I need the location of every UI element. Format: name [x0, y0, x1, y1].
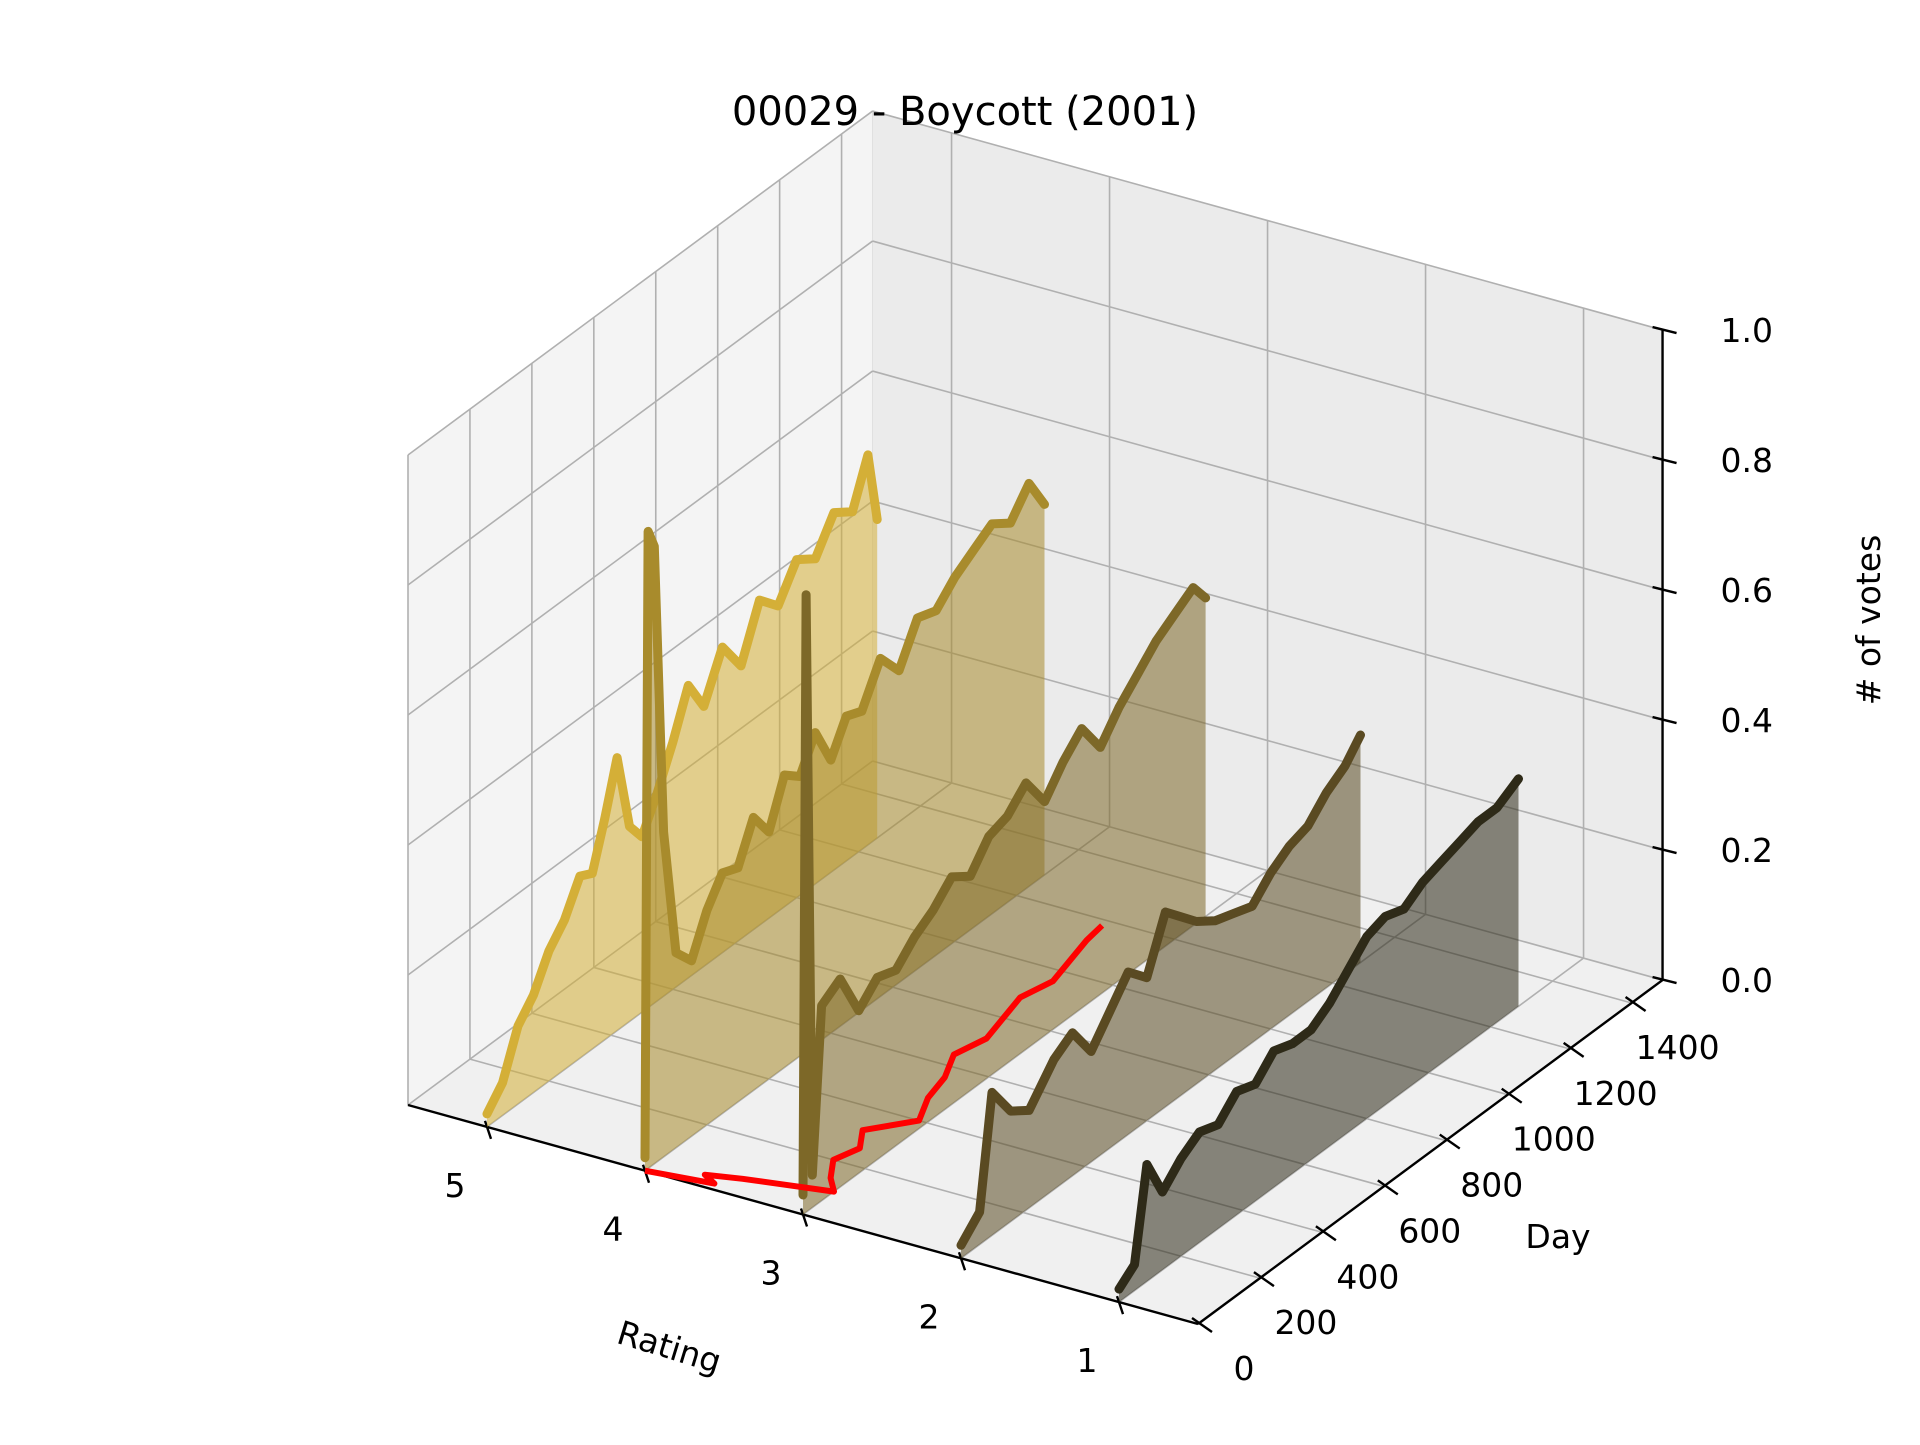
series-area-rating-1 — [1119, 778, 1519, 1303]
z-tick-label: 0.8 — [1721, 441, 1773, 480]
grid-line-day-floor — [469, 1058, 1261, 1279]
series-layer — [482, 450, 1523, 1303]
y-tick-label: 0 — [1234, 1349, 1255, 1388]
series-line-rating-2 — [956, 730, 1365, 1250]
y-tick-mark — [1253, 1271, 1275, 1288]
y-tick-mark — [1377, 1179, 1399, 1196]
grid-line-votes-side — [407, 110, 874, 456]
z-tick-mark — [1652, 715, 1677, 725]
z-tick-mark — [1652, 585, 1677, 595]
z-tick-label: 0.6 — [1721, 571, 1773, 610]
y-axis-label: Day — [1525, 1217, 1590, 1256]
grid-line-rating-floor — [1118, 957, 1585, 1303]
grid-line-votes-side — [407, 370, 874, 716]
series-area-rating-2 — [961, 735, 1361, 1259]
y-tick-label: 1000 — [1512, 1120, 1596, 1159]
y-tick-mark — [1191, 1317, 1213, 1333]
z-tick-mark — [1652, 325, 1677, 335]
x-tick-label: 3 — [761, 1254, 782, 1293]
grid-line-votes-side — [407, 240, 874, 586]
x-tick-mark — [1115, 1295, 1125, 1315]
y-tick-label: 1200 — [1574, 1074, 1658, 1113]
z-tick-mark — [1652, 975, 1677, 985]
y-tick-mark — [1501, 1087, 1523, 1104]
z-tick-label: 1.0 — [1721, 311, 1773, 350]
grid-line-votes-back — [872, 240, 1663, 461]
x-tick-label: 2 — [919, 1297, 940, 1336]
y-tick-mark — [1315, 1225, 1337, 1242]
z-tick-label: 0.2 — [1721, 831, 1773, 870]
y-tick-label: 400 — [1336, 1257, 1399, 1296]
z-tick-mark — [1652, 845, 1677, 855]
x-tick-label: 1 — [1077, 1341, 1098, 1380]
series-line-rating-3 — [798, 583, 1211, 1200]
mean-rating-line — [644, 923, 1105, 1195]
y-axis-line — [1197, 979, 1664, 1325]
y-tick-label: 800 — [1460, 1166, 1523, 1205]
y-tick-label: 1400 — [1636, 1028, 1720, 1067]
y-tick-label: 200 — [1274, 1303, 1337, 1342]
series-area-rating-4 — [645, 483, 1045, 1171]
x-axis-label: Rating — [613, 1313, 726, 1381]
y-tick-mark — [1562, 1041, 1585, 1058]
z-tick-label: 0.0 — [1721, 961, 1773, 1000]
chart-title: 00029 - Boycott (2001) — [732, 89, 1198, 135]
x-tick-mark — [483, 1120, 493, 1140]
series-area-rating-5 — [487, 454, 878, 1127]
y-tick-mark — [1439, 1133, 1461, 1150]
series-line-rating-4 — [640, 478, 1049, 1163]
z-tick-mark — [1652, 455, 1677, 465]
z-tick-label: 0.4 — [1721, 701, 1773, 740]
x-tick-label: 5 — [445, 1166, 466, 1205]
y-tick-mark — [1624, 995, 1647, 1012]
series-line-rating-1 — [1114, 774, 1523, 1294]
x-tick-mark — [799, 1208, 809, 1227]
grid-line-votes-back — [872, 110, 1663, 331]
z-axis-label: # of votes — [1849, 535, 1888, 706]
x-tick-mark — [957, 1251, 967, 1271]
x-tick-label: 4 — [603, 1210, 624, 1249]
y-tick-label: 600 — [1398, 1211, 1461, 1250]
grid-line-votes-back — [872, 370, 1663, 591]
